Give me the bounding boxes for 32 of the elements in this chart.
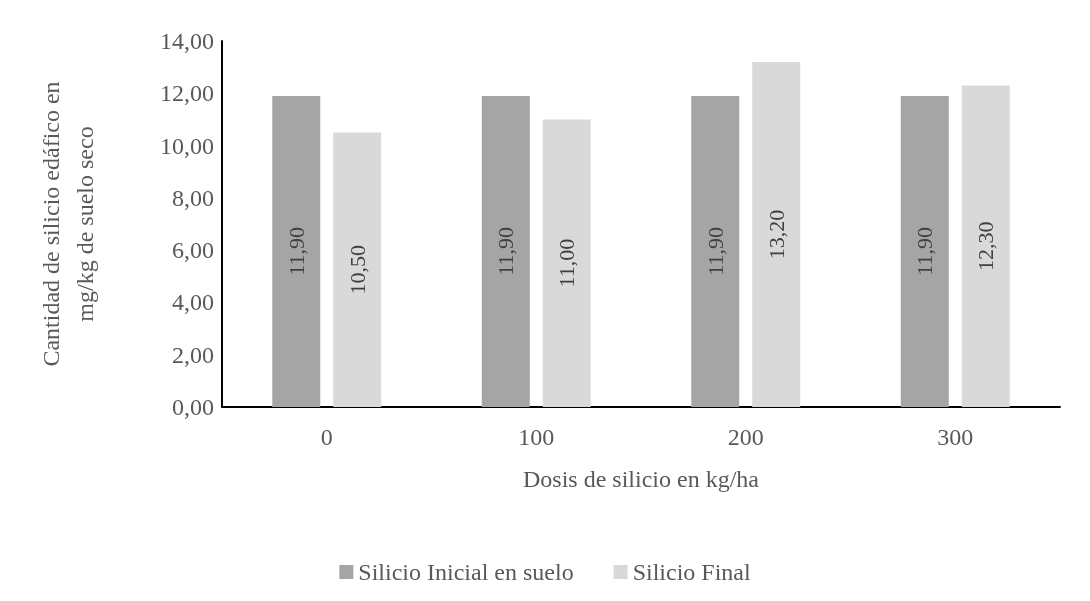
x-tick-label: 100 [518, 424, 555, 450]
bar [900, 95, 949, 407]
legend-label: Silicio Final [632, 559, 751, 585]
bar [272, 95, 321, 407]
data-label: 11,90 [283, 227, 309, 276]
y-tick-label: 10,00 [160, 132, 214, 159]
y-tick-label: 6,00 [172, 237, 214, 264]
y-tick-label: 0,00 [172, 394, 214, 420]
data-label: 11,00 [554, 238, 580, 288]
legend-label: Silicio Inicial en suelo [358, 559, 574, 585]
bar [333, 132, 382, 407]
bar [691, 95, 740, 407]
data-label: 11,90 [702, 227, 728, 276]
y-axis-title: Cantidad de silicio edáfico en mg/kg de suelo seco [38, 81, 98, 367]
x-tick-label: 0 [320, 424, 333, 450]
x-tick-label: 300 [937, 424, 974, 450]
y-tick-label: 12,00 [160, 80, 214, 107]
x-axis-title: Dosis de silicio en kg/ha [523, 466, 760, 492]
data-label: 11,90 [493, 227, 519, 276]
y-tick-label: 8,00 [172, 184, 214, 211]
data-label: 10,50 [344, 245, 370, 295]
x-tick-label: 200 [727, 424, 764, 450]
y-tick-label: 4,00 [172, 289, 214, 316]
bar [542, 119, 591, 407]
data-label: 13,20 [763, 209, 789, 260]
y-tick-label: 2,00 [172, 341, 214, 368]
data-label: 12,30 [973, 221, 999, 271]
bar [481, 95, 530, 407]
bar [961, 85, 1010, 407]
bar [752, 61, 801, 407]
data-label: 11,90 [912, 227, 938, 276]
y-tick-label: 14,00 [160, 28, 214, 54]
